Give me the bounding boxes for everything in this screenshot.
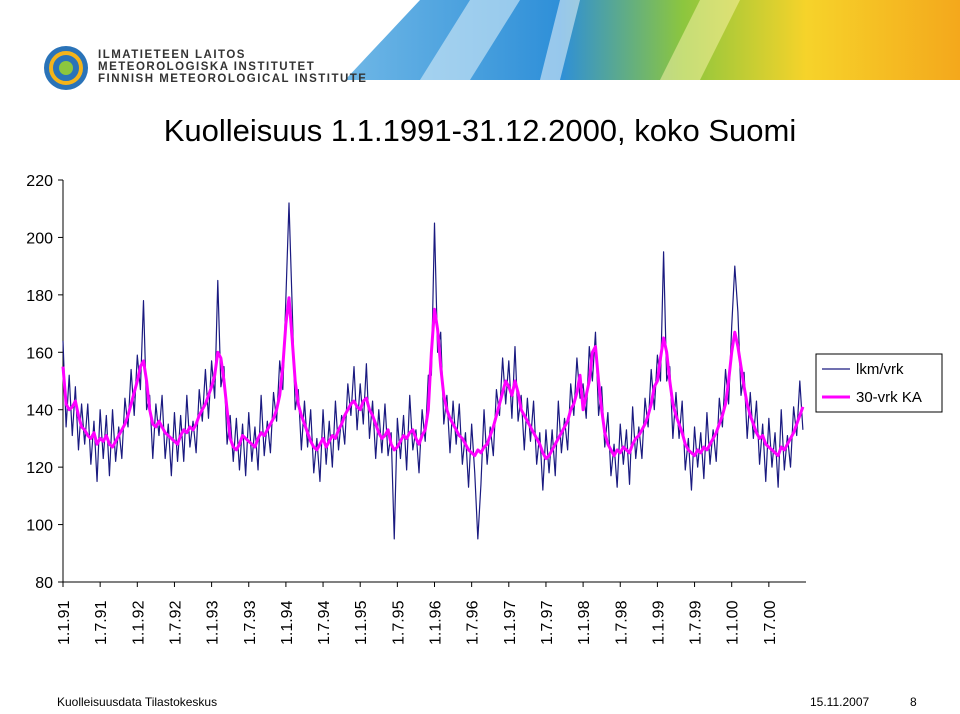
x-tick-label: 1.1.97: [502, 600, 519, 645]
y-tick-label: 140: [26, 403, 53, 420]
x-tick-label: 1.1.98: [576, 600, 593, 645]
y-tick-label: 120: [26, 460, 53, 477]
x-tick-label: 1.1.96: [428, 600, 445, 645]
y-tick-label: 180: [26, 288, 53, 305]
org-line: ILMATIETEEN LAITOS: [98, 49, 246, 61]
x-tick-label: 1.7.99: [688, 600, 705, 645]
x-tick-label: 1.1.93: [205, 600, 222, 645]
x-tick-label: 1.7.98: [613, 600, 630, 645]
legend-label: lkm/vrk: [856, 361, 904, 378]
y-tick-label: 80: [35, 575, 53, 592]
x-tick-label: 1.1.91: [56, 600, 73, 645]
x-tick-label: 1.1.94: [279, 600, 296, 645]
y-tick-label: 160: [26, 345, 53, 362]
y-tick-label: 220: [26, 173, 53, 190]
chart-title: Kuolleisuus 1.1.1991-31.12.2000, koko Su…: [164, 113, 797, 148]
x-tick-label: 1.7.95: [390, 600, 407, 645]
series-line: [61, 296, 805, 461]
x-tick-label: 1.1.00: [725, 600, 742, 645]
org-line: FINNISH METEOROLOGICAL INSTITUTE: [98, 73, 367, 85]
series-line: [62, 202, 804, 540]
x-tick-label: 1.1.95: [353, 600, 370, 645]
banner: [345, 0, 960, 80]
org-line: METEOROLOGISKA INSTITUTET: [98, 61, 315, 73]
y-tick-label: 100: [26, 518, 53, 535]
logo: [44, 46, 88, 90]
x-tick-label: 1.7.94: [316, 600, 333, 645]
x-tick-label: 1.7.00: [762, 600, 779, 645]
x-tick-label: 1.7.91: [93, 600, 110, 645]
legend: lkm/vrk 30-vrk KA: [815, 353, 943, 413]
x-tick-label: 1.7.97: [539, 600, 556, 645]
y-tick-label: 200: [26, 230, 53, 247]
x-tick-label: 1.7.93: [242, 600, 259, 645]
x-tick-label: 1.7.92: [167, 600, 184, 645]
x-tick-label: 1.1.99: [650, 600, 667, 645]
x-tick-label: 1.7.96: [465, 600, 482, 645]
legend-label: 30-vrk KA: [856, 389, 922, 406]
footer-date: 15.11.2007: [810, 695, 869, 709]
footer-page: 8: [910, 695, 917, 709]
footer-source: Kuolleisuusdata Tilastokeskus: [57, 695, 217, 709]
x-tick-label: 1.1.92: [130, 600, 147, 645]
